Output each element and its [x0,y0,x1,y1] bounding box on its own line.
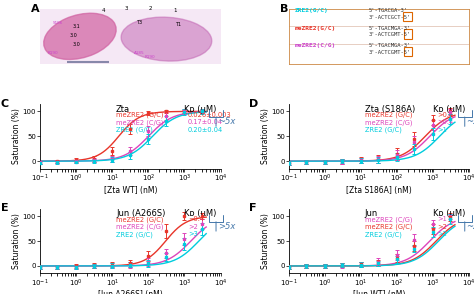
Text: E: E [0,203,8,213]
Text: D: D [249,99,259,109]
Text: 3'-ACTCGCT-5': 3'-ACTCGCT-5' [368,15,410,20]
Text: meZRE2(C/G): meZRE2(C/G) [294,44,336,49]
Text: 4: 4 [101,8,105,13]
Text: >2: >2 [188,224,198,230]
X-axis label: [Jun A266S] (nM): [Jun A266S] (nM) [98,290,163,294]
Text: Zta: Zta [116,105,130,113]
Text: 1: 1 [173,8,177,13]
Text: meZRE2 (G/C): meZRE2 (G/C) [116,112,164,118]
Text: meZRE2 (C/G): meZRE2 (C/G) [365,119,412,126]
Text: Zta (S186A): Zta (S186A) [365,105,415,113]
Text: >5x: >5x [218,222,235,231]
X-axis label: [Jun WT] (nM): [Jun WT] (nM) [353,290,405,294]
Text: Jun (A266S): Jun (A266S) [116,209,165,218]
Text: Kᴅ (μM): Kᴅ (μM) [184,209,217,218]
Text: ZRE2 (G/C): ZRE2 (G/C) [116,231,153,238]
Text: 3: 3 [125,6,128,11]
Text: >2: >2 [437,224,447,230]
Text: R190: R190 [145,55,155,59]
Text: >0.4: >0.4 [437,119,453,125]
Text: 0.20±0.04: 0.20±0.04 [188,126,223,133]
Text: ~0.4: ~0.4 [188,216,204,223]
Text: 0.17±0.04: 0.17±0.04 [188,119,223,125]
Text: meZRE2 (G/C): meZRE2 (G/C) [365,112,412,118]
Text: A: A [31,4,40,14]
Text: 2: 2 [148,6,152,11]
Text: Kᴅ (μM): Kᴅ (μM) [184,105,217,113]
Text: meZRE2(G/C): meZRE2(G/C) [294,26,336,31]
Text: meZRE2 (G/C): meZRE2 (G/C) [365,224,412,230]
Ellipse shape [121,17,212,61]
Text: >3: >3 [188,231,198,237]
Y-axis label: Saturation (%): Saturation (%) [12,108,21,164]
Text: 5'-TGACMGA-3': 5'-TGACMGA-3' [368,44,410,49]
Y-axis label: Saturation (%): Saturation (%) [261,213,270,269]
Text: >1: >1 [437,216,447,223]
Text: meZRE2 (G/C): meZRE2 (G/C) [116,216,164,223]
Text: R190: R190 [47,51,58,55]
Text: ~2x: ~2x [466,222,474,231]
Text: 0.026±0.003: 0.026±0.003 [188,112,232,118]
X-axis label: [Zta S186A] (nM): [Zta S186A] (nM) [346,186,412,195]
Text: T1: T1 [175,22,182,27]
Bar [404,29,412,39]
Text: meZRE2 (C/G): meZRE2 (C/G) [116,224,164,230]
Text: T3: T3 [136,20,142,25]
Text: ZRE2(G/C): ZRE2(G/C) [294,8,328,13]
Text: 3'-ACTCGMT-5': 3'-ACTCGMT-5' [368,50,410,55]
Y-axis label: Saturation (%): Saturation (%) [12,213,21,269]
Text: 3'-ACTCGMT-5': 3'-ACTCGMT-5' [368,32,410,37]
Text: Kᴅ (μM): Kᴅ (μM) [433,209,465,218]
Bar [403,12,412,21]
Text: 5'-TGACMGA-3': 5'-TGACMGA-3' [368,26,410,31]
Text: ZRE2 (G/C): ZRE2 (G/C) [365,126,401,133]
Text: 3.0: 3.0 [73,42,81,47]
Text: meZRE2 (C/G): meZRE2 (C/G) [365,216,412,223]
Y-axis label: Saturation (%): Saturation (%) [261,108,270,164]
Text: >2: >2 [437,231,447,237]
Text: ~3x: ~3x [466,117,474,126]
Text: >1: >1 [437,126,447,133]
Text: Kᴅ (μM): Kᴅ (μM) [433,105,465,113]
Text: F: F [249,203,257,213]
Text: A185: A185 [134,51,145,55]
Text: B: B [280,4,288,14]
Text: 3.0: 3.0 [69,34,77,39]
Text: ZRE2 (G/C): ZRE2 (G/C) [365,231,401,238]
Ellipse shape [44,13,116,59]
Text: ~5x: ~5x [218,117,235,126]
Text: >0.4: >0.4 [437,112,453,118]
Bar [404,47,412,56]
Text: 3.1: 3.1 [73,24,81,29]
Text: 5'-TGACGA-3': 5'-TGACGA-3' [368,8,407,13]
Text: ZRE2 (G/C): ZRE2 (G/C) [116,126,153,133]
X-axis label: [Zta WT] (nM): [Zta WT] (nM) [104,186,157,195]
Text: S186: S186 [53,21,64,25]
Text: meZRE2 (C/G): meZRE2 (C/G) [116,119,164,126]
Text: Jun: Jun [365,209,378,218]
Text: C: C [0,99,9,109]
